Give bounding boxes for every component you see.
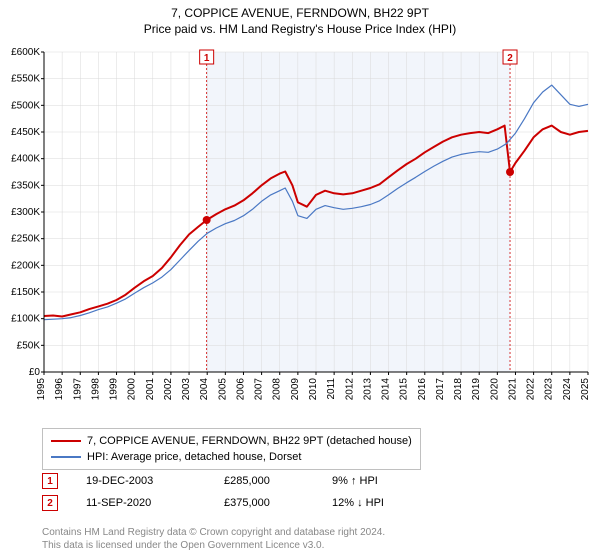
svg-text:1999: 1999 [109,378,120,401]
svg-text:£350K: £350K [11,180,40,191]
svg-text:2024: 2024 [562,378,573,401]
svg-text:£100K: £100K [11,314,40,325]
svg-text:1998: 1998 [90,378,101,401]
legend-swatch [51,456,81,457]
svg-text:2015: 2015 [399,378,410,401]
svg-text:2004: 2004 [199,378,210,401]
svg-text:2011: 2011 [326,378,337,400]
svg-text:2005: 2005 [217,378,228,401]
legend: 7, COPPICE AVENUE, FERNDOWN, BH22 9PT (d… [42,428,421,470]
legend-item: HPI: Average price, detached house, Dors… [51,449,412,465]
svg-text:2020: 2020 [489,378,500,401]
svg-text:1995: 1995 [36,378,47,401]
svg-text:£50K: £50K [17,340,41,351]
svg-text:2006: 2006 [235,378,246,401]
svg-text:£400K: £400K [11,154,40,165]
marker-delta: 9% ↑ HPI [332,475,378,487]
legend-swatch [51,440,81,442]
svg-text:2008: 2008 [272,378,283,401]
svg-text:1997: 1997 [72,378,83,401]
svg-text:2023: 2023 [544,378,555,401]
markers-table: 1 19-DEC-2003 £285,000 9% ↑ HPI 2 11-SEP-2020… [42,470,384,514]
svg-text:2017: 2017 [435,378,446,401]
svg-text:2007: 2007 [254,378,265,401]
marker-date: 11-SEP-2020 [86,497,196,509]
svg-text:£600K: £600K [11,47,40,58]
svg-text:£450K: £450K [11,127,40,138]
svg-text:2021: 2021 [507,378,518,401]
svg-text:£250K: £250K [11,234,40,245]
svg-text:2019: 2019 [471,378,482,401]
svg-text:2014: 2014 [381,378,392,401]
svg-text:2012: 2012 [344,378,355,401]
marker-delta: 12% ↓ HPI [332,497,384,509]
legend-item: 7, COPPICE AVENUE, FERNDOWN, BH22 9PT (d… [51,433,412,449]
price-chart: 1 2 £0 £50K £100K £150K £200K £250K £300K £350K £4… [0,42,600,422]
svg-text:2016: 2016 [417,378,428,401]
svg-text:2: 2 [507,53,513,64]
footer-line-2: This data is licensed under the Open Gov… [42,539,385,552]
svg-text:£200K: £200K [11,260,40,271]
svg-text:2002: 2002 [163,378,174,401]
legend-label: 7, COPPICE AVENUE, FERNDOWN, BH22 9PT (d… [87,433,412,449]
page-subtitle: Price paid vs. HM Land Registry's House … [0,22,600,36]
marker-row: 1 19-DEC-2003 £285,000 9% ↑ HPI [42,470,384,492]
footer-text: Contains HM Land Registry data © Crown c… [42,526,385,552]
svg-text:2000: 2000 [127,378,138,401]
marker-date: 19-DEC-2003 [86,475,196,487]
footer-line-1: Contains HM Land Registry data © Crown c… [42,526,385,539]
svg-text:2001: 2001 [145,378,156,401]
svg-text:2025: 2025 [580,378,591,401]
svg-text:£150K: £150K [11,287,40,298]
svg-text:2003: 2003 [181,378,192,401]
marker-price: £375,000 [224,497,304,509]
svg-text:£500K: £500K [11,100,40,111]
svg-text:2009: 2009 [290,378,301,401]
legend-label: HPI: Average price, detached house, Dors… [87,449,301,465]
svg-text:£550K: £550K [11,74,40,85]
marker-badge: 2 [42,495,58,511]
svg-text:2013: 2013 [362,378,373,401]
svg-text:1996: 1996 [54,378,65,401]
svg-text:£300K: £300K [11,207,40,218]
marker-row: 2 11-SEP-2020 £375,000 12% ↓ HPI [42,492,384,514]
svg-text:2022: 2022 [526,378,537,401]
marker-price: £285,000 [224,475,304,487]
svg-text:2018: 2018 [453,378,464,401]
page-title: 7, COPPICE AVENUE, FERNDOWN, BH22 9PT [0,6,600,20]
marker-badge: 1 [42,473,58,489]
svg-text:2010: 2010 [308,378,319,401]
svg-text:£0: £0 [29,367,41,378]
svg-text:1: 1 [204,53,210,64]
